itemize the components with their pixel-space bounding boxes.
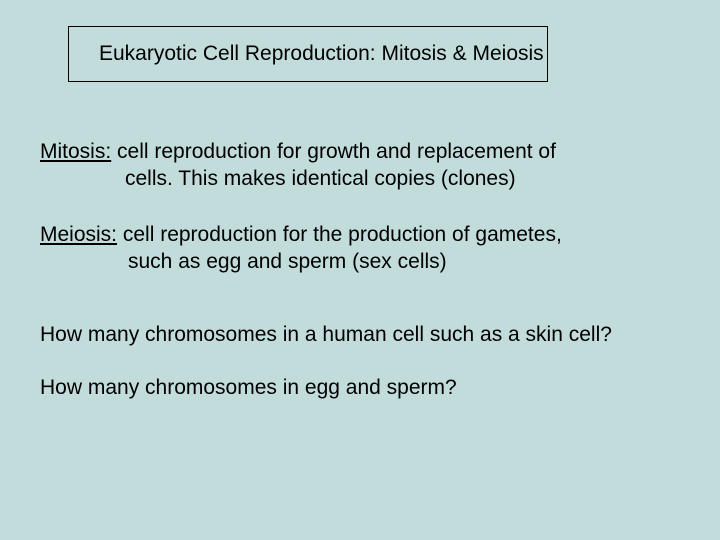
meiosis-line2: such as egg and sperm (sex cells) — [40, 250, 447, 273]
mitosis-line2: cells. This makes identical copies (clon… — [40, 167, 516, 190]
question-1: How many chromosomes in a human cell suc… — [40, 321, 700, 348]
title-text: Eukaryotic Cell Reproduction: Mitosis & … — [99, 42, 544, 66]
term-meiosis: Meiosis: — [40, 223, 117, 246]
content-area: Mitosis: cell reproduction for growth an… — [40, 138, 700, 428]
question-2: How many chromosomes in egg and sperm? — [40, 374, 700, 401]
definition-mitosis: Mitosis: cell reproduction for growth an… — [40, 138, 700, 193]
meiosis-line1: cell reproduction for the production of … — [117, 223, 562, 246]
mitosis-line1: cell reproduction for growth and replace… — [111, 140, 556, 163]
title-box: Eukaryotic Cell Reproduction: Mitosis & … — [68, 26, 548, 82]
term-mitosis: Mitosis: — [40, 140, 111, 163]
definition-meiosis: Meiosis: cell reproduction for the produ… — [40, 221, 700, 276]
